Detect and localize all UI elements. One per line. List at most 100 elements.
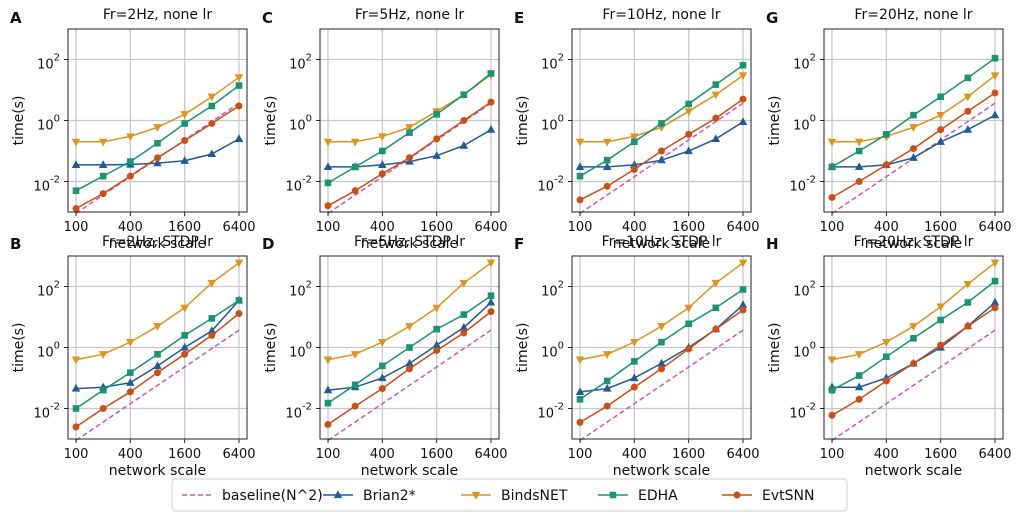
data-point-evtsnn [154,154,161,162]
x-axis-label: network scale [109,463,206,479]
data-point-bindsnet [207,93,217,102]
data-point-brian2 [711,134,721,142]
x-axis-label: network scale [865,463,962,479]
data-point-bindsnet [990,72,1000,81]
data-point-evtsnn [991,304,999,312]
data-point-edha [712,304,720,312]
y-tick-base: 10 [289,58,306,73]
data-point-evtsnn [208,119,216,127]
series-line-bindsnet [831,262,996,361]
x-axis-label: network scale [865,236,962,252]
y-tick-label: 100 [289,114,312,134]
data-point-edha [964,299,972,306]
x-tick-label: 100 [64,447,89,462]
y-tick-label: 10-2 [33,402,60,422]
data-point-brian2 [486,297,496,306]
data-point-bindsnet [684,108,693,116]
panel-letter: G [766,9,778,27]
y-axis-label: time(s) [263,323,279,373]
x-tick-label: 6400 [474,220,507,235]
data-point-edha [351,163,359,171]
data-point-edha [72,187,80,194]
data-point-brian2 [207,149,217,158]
data-point-brian2 [432,151,441,159]
data-point-bindsnet [323,138,333,147]
data-point-evtsnn [72,423,80,431]
data-point-brian2 [936,137,945,145]
x-tick-label: 400 [370,447,395,462]
data-point-evtsnn [460,117,468,124]
data-point-brian2 [153,158,162,167]
x-axis-label: network scale [361,236,458,252]
y-tick-base: 10 [793,119,810,134]
legend-label: baseline(N^2) [222,488,323,504]
data-point-bindsnet [602,351,612,359]
data-point-evtsnn [630,165,638,173]
data-point-edha [828,386,836,394]
y-tick-exponent: -2 [554,175,564,186]
legend-marker [733,491,741,499]
data-point-evtsnn [126,172,134,180]
x-tick-label: 6400 [726,220,759,235]
data-point-evtsnn [235,102,243,110]
data-point-brian2 [657,358,666,367]
data-point-edha [658,120,665,127]
data-point-bindsnet [990,259,1000,268]
x-tick-label: 400 [622,220,647,235]
x-tick-label: 6400 [726,447,759,462]
data-point-edha [576,396,584,403]
x-axis-label: network scale [613,463,710,479]
y-tick-base: 10 [37,119,54,134]
x-tick-label: 6400 [222,447,255,462]
data-point-edha [433,110,440,118]
y-tick-base: 10 [285,180,302,195]
data-point-evtsnn [487,98,495,106]
data-point-evtsnn [351,187,359,195]
data-point-brian2 [378,373,387,382]
data-point-edha [208,102,216,110]
data-point-bindsnet [405,124,414,132]
series-line-bindsnet [76,76,240,143]
legend-label: EvtSNN [762,488,814,504]
data-point-brian2 [323,385,333,394]
y-tick-exponent: -2 [806,175,816,186]
legend-marker [471,491,481,500]
panel-letter: E [514,9,524,27]
data-point-brian2 [990,297,1000,306]
data-point-bindsnet [405,323,414,331]
y-tick-label: 102 [541,53,564,73]
data-point-bindsnet [827,138,837,147]
y-tick-base: 10 [537,180,554,195]
data-point-edha [576,172,584,180]
data-point-edha [739,61,747,69]
x-tick-label: 400 [370,220,395,235]
data-point-evtsnn [964,107,972,115]
data-point-evtsnn [685,130,693,138]
data-point-evtsnn [235,310,243,318]
data-point-brian2 [180,342,189,351]
series-line-baseline [75,329,240,442]
panel-title: Fr=5Hz, none lr [355,7,464,23]
y-tick-exponent: 2 [558,53,564,64]
data-point-evtsnn [910,145,917,153]
panel-letter: H [766,235,779,253]
data-point-evtsnn [828,411,836,419]
x-tick-label: 100 [316,447,341,462]
data-point-edha [324,179,332,187]
data-point-evtsnn [576,418,584,426]
data-point-evtsnn [855,395,863,403]
data-point-evtsnn [937,341,945,349]
data-point-bindsnet [630,133,639,142]
data-point-edha [460,311,468,318]
data-point-bindsnet [180,111,189,119]
y-tick-label: 100 [289,341,312,361]
data-point-brian2 [990,110,1000,119]
y-tick-label: 102 [289,53,312,73]
data-point-bindsnet [459,279,469,288]
x-axis-label: network scale [361,463,458,479]
y-tick-label: 102 [37,53,60,73]
data-point-edha [154,350,161,358]
panel-letter: A [10,9,22,27]
